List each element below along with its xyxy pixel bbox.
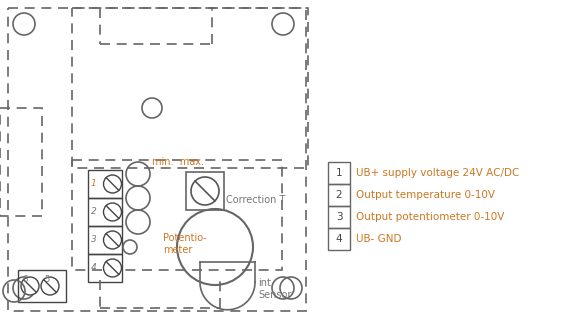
Text: Output temperature 0-10V: Output temperature 0-10V	[356, 190, 495, 200]
Text: min.  max.: min. max.	[152, 157, 204, 167]
Text: 3: 3	[91, 235, 97, 244]
Text: 4: 4	[91, 263, 97, 272]
Circle shape	[103, 203, 121, 221]
Text: 3: 3	[336, 212, 342, 222]
Text: 4: 4	[336, 234, 342, 244]
Bar	[18, 270, 66, 302]
Text: UB+ supply voltage 24V AC/DC: UB+ supply voltage 24V AC/DC	[356, 168, 519, 178]
Text: 6: 6	[22, 275, 27, 284]
Text: 5: 5	[44, 275, 49, 284]
Text: 1: 1	[336, 168, 342, 178]
Circle shape	[41, 277, 59, 295]
Text: Output potentiometer 0-10V: Output potentiometer 0-10V	[356, 212, 505, 222]
Text: 1: 1	[91, 180, 97, 189]
Bar	[328, 228, 350, 250]
Bar	[328, 184, 350, 206]
Bar	[8, 8, 306, 311]
Bar	[328, 162, 350, 184]
Bar	[88, 170, 122, 198]
Bar	[88, 254, 122, 282]
Text: UB- GND: UB- GND	[356, 234, 401, 244]
Text: 2: 2	[91, 207, 97, 217]
Bar	[328, 206, 350, 228]
Circle shape	[103, 259, 121, 277]
Circle shape	[21, 277, 39, 295]
Circle shape	[191, 177, 219, 205]
Bar	[72, 8, 308, 168]
Bar	[0, 108, 42, 216]
Bar	[88, 198, 122, 226]
Bar	[186, 172, 224, 210]
Circle shape	[103, 231, 121, 249]
Bar	[88, 226, 122, 254]
Text: int.
Sensor: int. Sensor	[258, 278, 291, 300]
Bar	[72, 160, 282, 270]
Circle shape	[103, 175, 121, 193]
Text: Potentio-
meter: Potentio- meter	[163, 233, 206, 255]
Text: 2: 2	[336, 190, 342, 200]
Text: Correction T: Correction T	[226, 195, 285, 205]
